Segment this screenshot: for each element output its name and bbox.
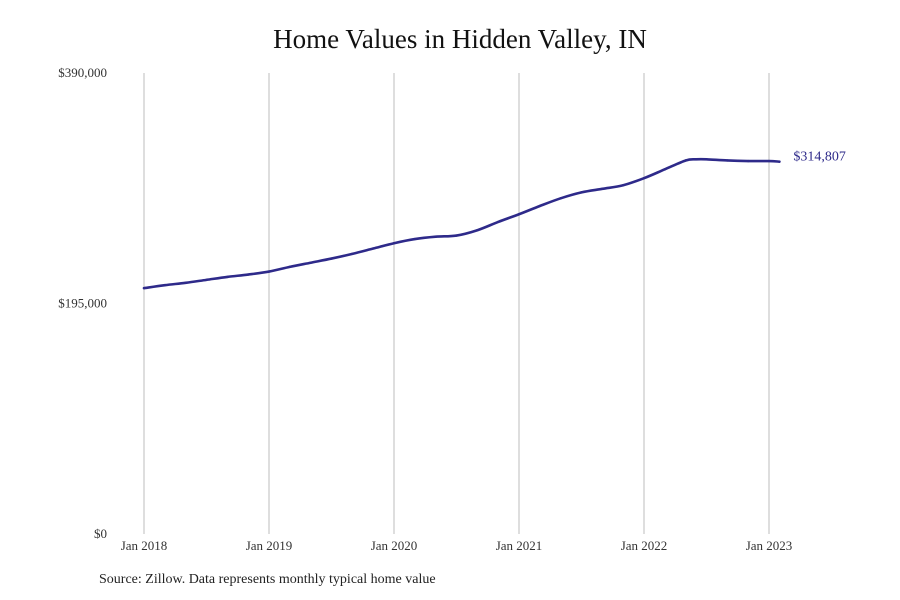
data-point	[226, 275, 229, 279]
gridlines	[143, 73, 770, 534]
data-point	[694, 158, 698, 161]
data-point	[642, 177, 646, 180]
end-value-label: $314,807	[793, 150, 846, 165]
source-note: Source: Zillow. Data represents monthly …	[99, 572, 436, 587]
y-axis-ticks: $390,000 $195,000 $0	[58, 65, 107, 541]
data-point	[392, 242, 396, 245]
data-point	[288, 265, 292, 269]
data-point	[601, 187, 604, 191]
data-point	[746, 159, 750, 163]
x-tick-label: Jan 2020	[371, 538, 418, 553]
data-point	[726, 159, 729, 162]
data-point	[184, 281, 187, 285]
data-point	[476, 229, 479, 232]
data-point	[767, 159, 771, 163]
data-point	[455, 234, 458, 237]
x-axis-ticks: Jan 2018 Jan 2019 Jan 2020 Jan 2021 Jan 2022…	[121, 538, 793, 553]
data-point	[496, 220, 500, 224]
chart-title: Home Values in Hidden Valley, IN	[273, 24, 647, 54]
data-point	[559, 197, 562, 200]
data-points	[142, 158, 781, 290]
data-point	[778, 160, 781, 163]
data-point	[580, 191, 583, 194]
data-point	[371, 247, 375, 250]
data-point	[330, 257, 333, 260]
data-point	[413, 237, 417, 241]
data-point	[351, 252, 354, 256]
x-tick-label: Jan 2018	[121, 538, 168, 553]
data-point	[267, 270, 271, 273]
data-point	[142, 286, 146, 290]
data-point	[621, 184, 625, 187]
data-point	[684, 159, 687, 162]
x-tick-label: Jan 2019	[246, 538, 293, 553]
home-value-line	[142, 157, 781, 290]
data-point	[434, 235, 437, 238]
data-point	[663, 168, 667, 171]
data-point	[205, 278, 208, 282]
x-tick-label: Jan 2023	[746, 538, 793, 553]
y-tick-label: $390,000	[58, 65, 107, 80]
x-tick-label: Jan 2022	[621, 538, 668, 553]
data-point	[538, 204, 542, 208]
data-point	[705, 158, 708, 161]
data-point	[517, 213, 521, 216]
data-point	[246, 273, 250, 276]
data-point	[163, 283, 167, 287]
data-point	[309, 261, 312, 264]
x-tick-label: Jan 2021	[496, 538, 543, 553]
y-tick-label: $195,000	[58, 296, 107, 311]
y-tick-label: $0	[94, 526, 107, 541]
